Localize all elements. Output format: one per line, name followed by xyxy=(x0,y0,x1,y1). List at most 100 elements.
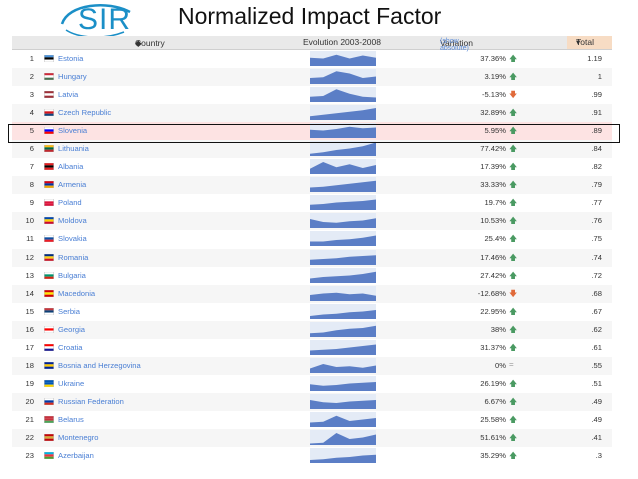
evolution-sparkline xyxy=(310,87,376,103)
up-arrow-icon: 🡅 xyxy=(509,306,518,316)
row-rank: 16 xyxy=(25,324,34,334)
up-arrow-icon: 🡅 xyxy=(509,108,518,118)
row-rank: 4 xyxy=(29,108,34,118)
country-link[interactable]: Georgia xyxy=(58,324,86,334)
sort-icon[interactable]: ◆ xyxy=(135,38,142,48)
flag-icon xyxy=(44,199,54,207)
country-link[interactable]: Russian Federation xyxy=(58,396,124,406)
country-link[interactable]: Estonia xyxy=(58,54,84,63)
table-row: 10 Moldova 10.53% 🡅 .76 xyxy=(12,212,612,231)
total-value: .55 xyxy=(591,360,602,370)
down-arrow-icon: 🡇 xyxy=(509,90,518,100)
highlight-box xyxy=(8,124,620,143)
row-rank: 2 xyxy=(29,72,34,82)
evolution-sparkline xyxy=(310,285,376,301)
evolution-sparkline xyxy=(310,51,376,66)
country-link[interactable]: Macedonia xyxy=(58,288,96,298)
row-rank: 7 xyxy=(29,162,34,172)
flag-icon xyxy=(44,73,54,81)
flag-icon xyxy=(44,109,54,117)
up-arrow-icon: 🡅 xyxy=(509,396,518,406)
up-arrow-icon: 🡅 xyxy=(509,414,518,424)
table-row: 13 Bulgaria 27.42% 🡅 .72 xyxy=(12,267,612,285)
table-row: 5 Slovenia 5.95% 🡅 .89 xyxy=(12,122,612,141)
variation-value: 31.37% xyxy=(480,342,506,352)
table-row: 1 Estonia 37.36% 🡅 1.19 xyxy=(12,50,612,68)
country-link[interactable]: Czech Republic xyxy=(58,108,112,118)
table-row: 19 Ukraine 26.19% 🡅 .51 xyxy=(12,375,612,393)
header-total[interactable]: Total ▾ xyxy=(567,36,612,49)
flag-icon xyxy=(44,181,54,189)
variation-value: 22.95% xyxy=(480,306,506,316)
total-value: .76 xyxy=(591,216,602,226)
country-link[interactable]: Poland xyxy=(58,198,82,208)
row-rank: 14 xyxy=(25,288,34,298)
country-link[interactable]: Bosnia and Herzegovina xyxy=(58,360,141,370)
country-link[interactable]: Montenegro xyxy=(58,432,99,442)
sort-desc-icon: ▾ xyxy=(576,37,581,47)
country-link[interactable]: Hungary xyxy=(58,72,87,82)
country-link[interactable]: Latvia xyxy=(58,90,79,100)
table-row: 6 Lithuania 77.42% 🡅 .84 xyxy=(12,140,612,159)
total-value: .49 xyxy=(591,414,602,424)
variation-value: 32.89% xyxy=(480,108,506,118)
row-rank: 22 xyxy=(25,432,34,442)
up-arrow-icon: 🡅 xyxy=(509,432,518,442)
flag-icon xyxy=(44,397,54,405)
country-link[interactable]: Croatia xyxy=(58,342,83,352)
row-rank: 21 xyxy=(25,414,34,424)
total-value: .68 xyxy=(591,288,602,298)
evolution-sparkline xyxy=(310,303,376,319)
total-value: .82 xyxy=(591,162,602,172)
table-header: Country ◆ Evolution 2003-2008 Variation (… xyxy=(12,36,612,52)
up-arrow-icon: 🡅 xyxy=(509,342,518,352)
variation-value: 38% xyxy=(490,324,506,334)
evolution-sparkline xyxy=(310,448,376,464)
variation-value: -12.68% xyxy=(477,288,506,298)
variation-value: 10.53% xyxy=(480,216,506,226)
evolution-sparkline xyxy=(310,393,376,409)
country-link[interactable]: Belarus xyxy=(58,414,84,424)
evolution-sparkline xyxy=(310,69,376,85)
show-absolute-link[interactable]: (show absolute) xyxy=(440,38,469,52)
row-rank: 12 xyxy=(25,252,34,262)
country-link[interactable]: Armenia xyxy=(58,180,87,190)
country-link[interactable]: Slovakia xyxy=(58,234,87,244)
country-link[interactable]: Lithuania xyxy=(58,144,89,154)
evolution-sparkline xyxy=(310,141,376,157)
total-value: .67 xyxy=(591,306,602,316)
variation-value: 35.29% xyxy=(480,451,506,461)
flag-icon xyxy=(44,379,54,387)
variation-value: 26.19% xyxy=(480,378,506,388)
up-arrow-icon: 🡅 xyxy=(509,198,518,208)
country-link[interactable]: Slovenia xyxy=(58,126,88,136)
total-value: 1 xyxy=(597,72,602,82)
evolution-sparkline xyxy=(310,267,376,283)
up-arrow-icon: 🡅 xyxy=(509,54,518,63)
total-value: .75 xyxy=(591,234,602,244)
country-link[interactable]: Bulgaria xyxy=(58,270,86,280)
country-link[interactable]: Albania xyxy=(58,162,84,172)
evolution-sparkline xyxy=(310,177,376,193)
country-link[interactable]: Ukraine xyxy=(58,378,85,388)
country-link[interactable]: Serbia xyxy=(58,306,80,316)
country-link[interactable]: Romania xyxy=(58,252,89,262)
flag-icon xyxy=(44,271,54,279)
variation-value: 0% xyxy=(495,360,506,370)
evolution-sparkline xyxy=(310,105,376,121)
row-rank: 5 xyxy=(29,126,34,136)
flag-icon xyxy=(44,325,54,333)
up-arrow-icon: 🡅 xyxy=(509,270,518,280)
total-value: .41 xyxy=(591,432,602,442)
table-row: 8 Armenia 33.33% 🡅 .79 xyxy=(12,176,612,195)
country-link[interactable]: Azerbaijan xyxy=(58,451,94,461)
evolution-sparkline xyxy=(310,213,376,229)
flag-icon xyxy=(44,163,54,171)
variation-value: 17.39% xyxy=(480,162,506,172)
total-value: .91 xyxy=(591,108,602,118)
country-link[interactable]: Moldova xyxy=(58,216,87,226)
evolution-sparkline xyxy=(310,321,376,337)
table-row: 3 Latvia -5.13% 🡇 .99 xyxy=(12,86,612,104)
row-rank: 10 xyxy=(25,216,34,226)
up-arrow-icon: 🡅 xyxy=(509,324,518,334)
